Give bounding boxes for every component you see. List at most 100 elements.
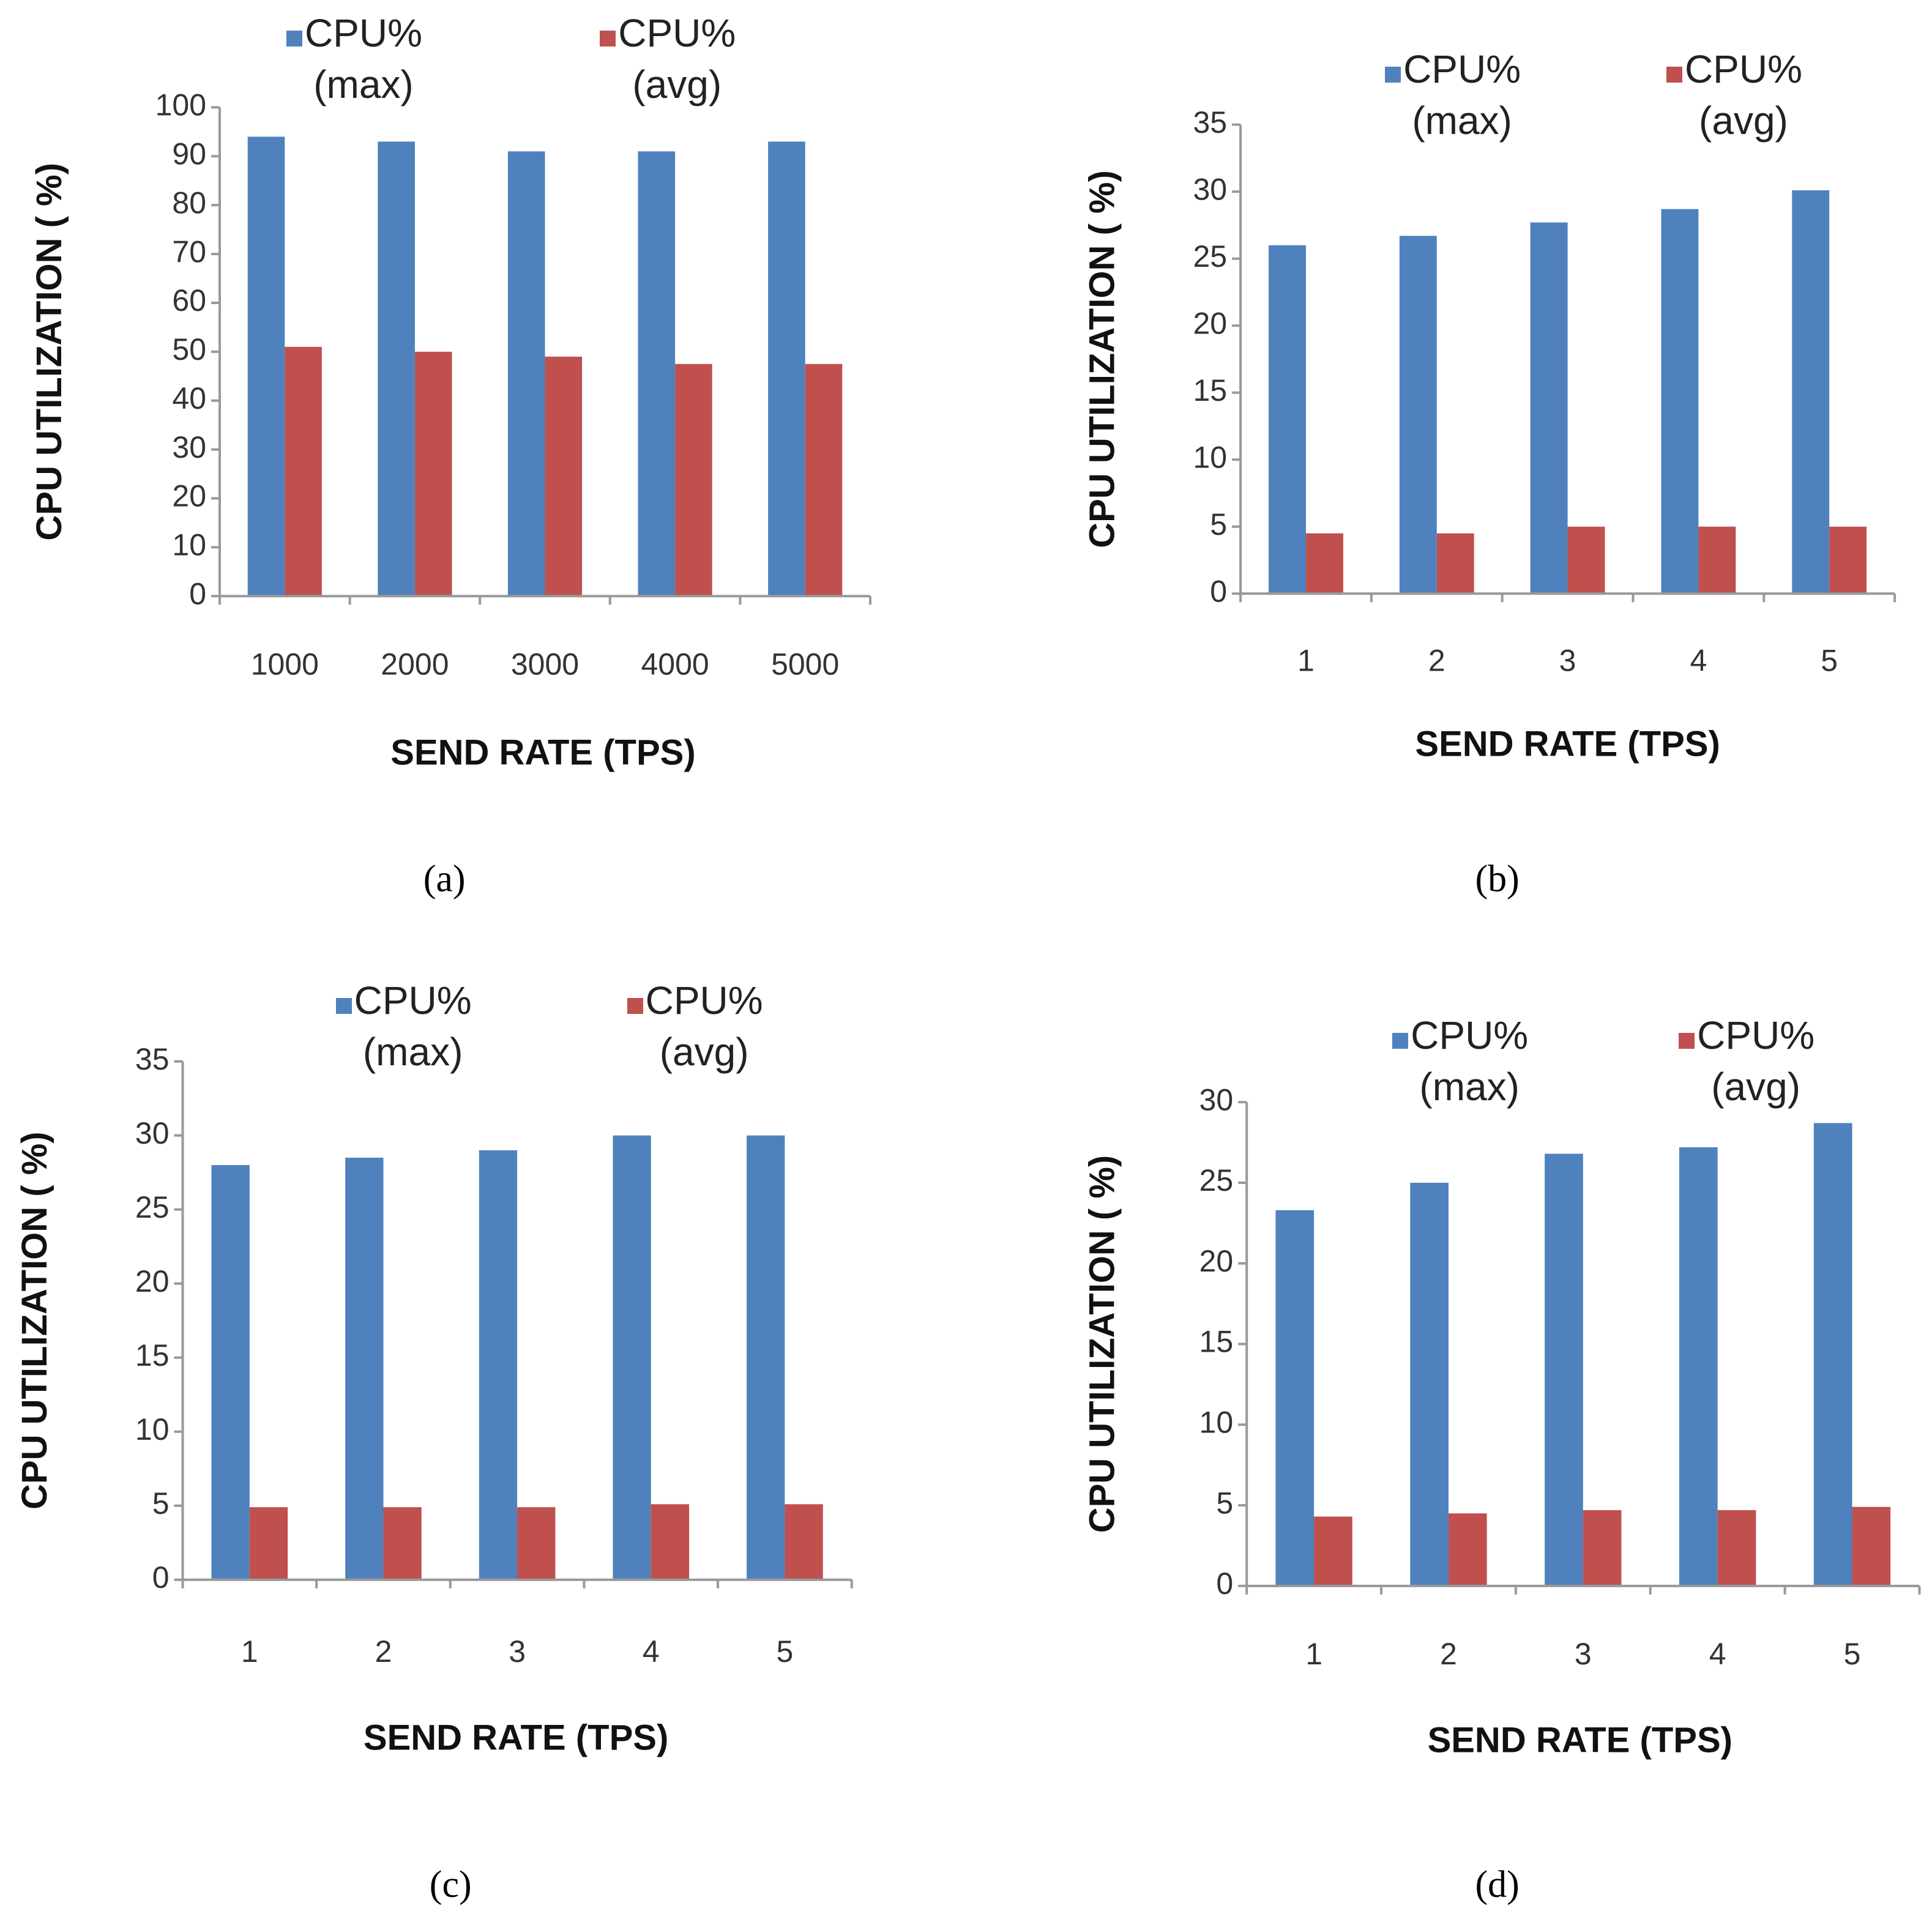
bar bbox=[805, 363, 843, 597]
legend-label: CPU% (avg) bbox=[1684, 47, 1802, 143]
bar bbox=[747, 1135, 785, 1580]
y-tick-label: 25 bbox=[1193, 239, 1227, 274]
bar bbox=[1269, 245, 1306, 594]
x-tick-label: 1 bbox=[1305, 1637, 1322, 1671]
x-tick-label: 1 bbox=[1297, 643, 1315, 677]
x-tick-label: 5 bbox=[777, 1634, 794, 1669]
bar bbox=[1275, 1210, 1315, 1586]
x-tick-label: 4 bbox=[643, 1634, 660, 1669]
x-tick-label: 2 bbox=[375, 1634, 392, 1669]
y-tick-label: 5 bbox=[152, 1486, 170, 1521]
legend-swatch bbox=[1385, 66, 1401, 83]
x-tick-label: 5 bbox=[1844, 1637, 1861, 1671]
legend-label: CPU% (avg) bbox=[645, 978, 763, 1074]
chart: 0 5 10 15 20 25 30 1 2 3 4 5 SEND RATE (TPS) CPU UTIL… bbox=[1083, 1082, 1921, 1905]
x-tick-label: 1 bbox=[241, 1634, 258, 1669]
bar bbox=[247, 136, 285, 597]
legend-swatch bbox=[1666, 66, 1682, 83]
bar bbox=[1410, 1182, 1449, 1586]
bar bbox=[285, 346, 322, 597]
y-tick-label: 50 bbox=[172, 332, 206, 367]
chart: 0 5 10 15 20 25 30 35 1 2 3 4 5 SEND RATE (TPS) CPU UT… bbox=[15, 1042, 853, 1905]
bar bbox=[1813, 1123, 1852, 1586]
bar bbox=[345, 1157, 384, 1580]
y-tick-label: 80 bbox=[172, 185, 206, 220]
y-tick-label: 35 bbox=[135, 1042, 170, 1076]
bar bbox=[675, 363, 712, 597]
bar bbox=[1545, 1153, 1583, 1586]
bar bbox=[613, 1135, 651, 1580]
bar bbox=[383, 1507, 422, 1580]
y-tick-label: 0 bbox=[152, 1560, 170, 1595]
y-tick-label: 0 bbox=[189, 576, 206, 611]
y-tick-label: 30 bbox=[1199, 1082, 1234, 1117]
bar bbox=[1583, 1510, 1622, 1586]
legend-swatch bbox=[600, 31, 616, 47]
y-tick-label: 5 bbox=[1216, 1486, 1233, 1520]
x-axis-label: SEND RATE (TPS) bbox=[364, 1718, 668, 1757]
bar bbox=[249, 1507, 288, 1580]
y-tick-label: 15 bbox=[1193, 373, 1227, 408]
y-axis-label: CPU UTILIZATION ( %) bbox=[15, 1131, 54, 1510]
bar bbox=[211, 1165, 250, 1580]
bar bbox=[785, 1504, 823, 1580]
x-axis-label: SEND RATE (TPS) bbox=[1428, 1720, 1732, 1760]
bar bbox=[1698, 526, 1736, 594]
y-tick-label: 10 bbox=[1199, 1405, 1234, 1439]
bar bbox=[638, 151, 676, 597]
bar bbox=[517, 1507, 556, 1580]
x-tick-label: 2 bbox=[1428, 643, 1445, 677]
y-tick-label: 60 bbox=[172, 283, 206, 318]
legend-label: CPU% (max) bbox=[1403, 47, 1521, 143]
legend-swatch bbox=[627, 998, 643, 1015]
y-tick-label: 35 bbox=[1193, 105, 1227, 140]
legend-label: CPU% (max) bbox=[1411, 1013, 1529, 1109]
legend-swatch bbox=[286, 31, 302, 47]
y-tick-label: 0 bbox=[1216, 1566, 1233, 1601]
y-tick-label: 0 bbox=[1210, 574, 1227, 608]
caption: (a) bbox=[423, 858, 466, 899]
caption: (c) bbox=[430, 1864, 472, 1905]
y-tick-label: 15 bbox=[135, 1338, 170, 1372]
x-tick-label: 1000 bbox=[251, 647, 319, 681]
bar bbox=[1436, 533, 1474, 594]
bar bbox=[1829, 526, 1867, 594]
legend-swatch bbox=[1679, 1032, 1695, 1049]
y-tick-label: 25 bbox=[135, 1190, 170, 1224]
legend-label: CPU% (max) bbox=[304, 11, 422, 107]
y-tick-label: 70 bbox=[172, 234, 206, 269]
y-tick-label: 90 bbox=[172, 137, 206, 171]
legend-swatch bbox=[1392, 1032, 1409, 1049]
legend-label: CPU% (avg) bbox=[618, 11, 736, 107]
y-tick-label: 10 bbox=[135, 1412, 170, 1447]
x-tick-label: 3 bbox=[1559, 643, 1576, 677]
y-tick-label: 5 bbox=[1210, 507, 1227, 542]
y-tick-label: 40 bbox=[172, 381, 206, 415]
bar bbox=[651, 1504, 690, 1580]
bar bbox=[1792, 190, 1830, 594]
y-tick-label: 20 bbox=[172, 479, 206, 513]
x-tick-label: 4 bbox=[1709, 1637, 1726, 1671]
x-axis-label: SEND RATE (TPS) bbox=[1415, 724, 1720, 764]
chart: 0 10 20 30 40 50 60 70 80 90 100 1000 2000 3000 4000 50… bbox=[29, 88, 871, 899]
y-tick-label: 30 bbox=[135, 1116, 170, 1150]
y-tick-label: 20 bbox=[135, 1264, 170, 1298]
y-tick-label: 30 bbox=[1193, 172, 1227, 206]
caption: (b) bbox=[1475, 858, 1519, 899]
legend-swatch bbox=[335, 998, 352, 1015]
bar bbox=[1661, 209, 1699, 594]
x-tick-label: 4 bbox=[1690, 643, 1707, 677]
bar bbox=[1448, 1513, 1487, 1586]
bar bbox=[1567, 526, 1605, 594]
bar bbox=[1305, 533, 1343, 594]
legend-label: CPU% (avg) bbox=[1697, 1013, 1815, 1109]
y-axis-label: CPU UTILIZATION ( %) bbox=[29, 163, 69, 541]
x-tick-label: 5000 bbox=[771, 647, 839, 681]
bar bbox=[378, 141, 415, 597]
x-tick-label: 3000 bbox=[511, 647, 579, 681]
bar bbox=[1717, 1510, 1756, 1586]
x-tick-label: 2000 bbox=[381, 647, 449, 681]
x-tick-label: 3 bbox=[509, 1634, 526, 1669]
